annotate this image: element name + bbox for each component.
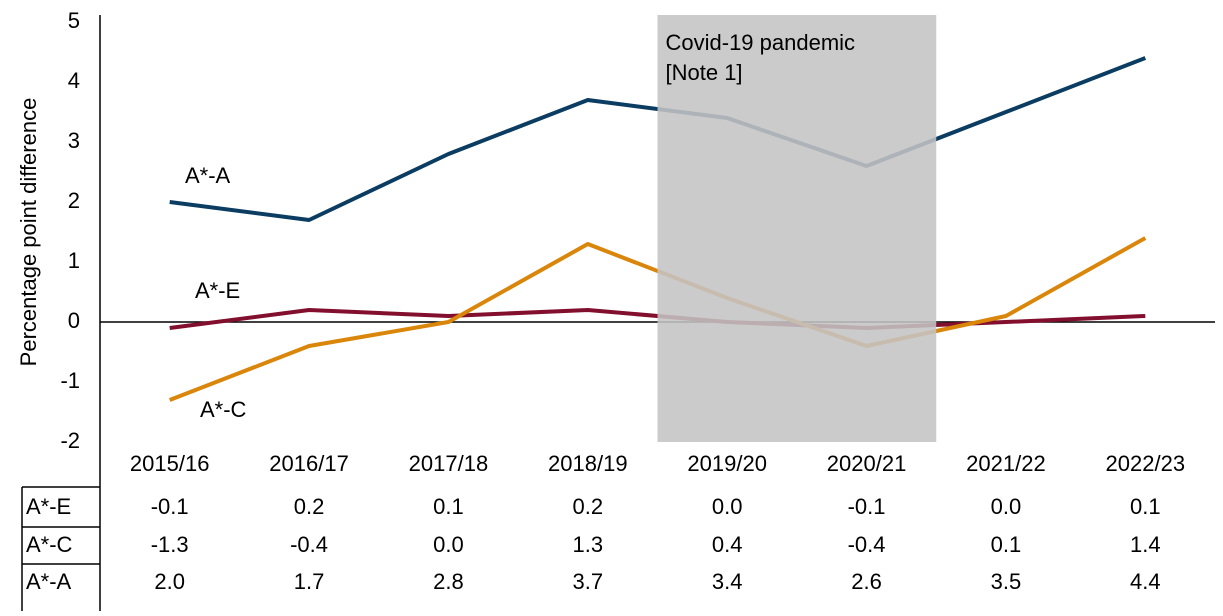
x-tick-label: 2019/20 [687,451,767,476]
table-cell: -1.3 [151,532,189,557]
y-tick-label: -2 [60,428,80,453]
table-row-label: A*-E [26,494,71,519]
table-cell: 2.0 [154,569,185,594]
y-tick-label: 4 [68,68,80,93]
x-tick-label: 2017/18 [409,451,489,476]
series-label: A*-A [185,163,231,188]
table-cell: 1.7 [294,569,325,594]
table-cell: 0.0 [991,494,1022,519]
table-cell: 0.2 [573,494,604,519]
x-tick-label: 2020/21 [827,451,907,476]
table-row-label: A*-A [26,569,72,594]
y-tick-label: 0 [68,308,80,333]
table-cell: 2.6 [851,569,882,594]
table-row-label: A*-C [26,532,73,557]
series-label: A*-C [200,397,247,422]
y-tick-label: -1 [60,368,80,393]
table-cell: 0.0 [712,494,743,519]
x-tick-label: 2022/23 [1106,451,1186,476]
table-cell: 3.4 [712,569,743,594]
table-cell: -0.1 [151,494,189,519]
x-tick-label: 2016/17 [269,451,349,476]
y-tick-label: 2 [68,188,80,213]
table-cell: -0.4 [290,532,328,557]
table-cell: 0.0 [433,532,464,557]
table-cell: 1.4 [1130,532,1161,557]
table-cell: 3.5 [991,569,1022,594]
y-tick-label: 1 [68,248,80,273]
annotation: Covid-19 pandemic [666,30,856,55]
y-tick-label: 3 [68,128,80,153]
y-axis-label: Percentage point difference [16,98,41,367]
x-tick-label: 2015/16 [130,451,210,476]
annotation: [Note 1] [666,60,743,85]
y-tick-label: 5 [68,8,80,33]
table-cell: -0.1 [848,494,886,519]
table-cell: 0.2 [294,494,325,519]
table-cell: 0.1 [1130,494,1161,519]
table-cell: 0.1 [991,532,1022,557]
table-cell: 2.8 [433,569,464,594]
table-cell: 4.4 [1130,569,1161,594]
table-cell: 0.1 [433,494,464,519]
x-tick-label: 2021/22 [966,451,1046,476]
table-cell: 0.4 [712,532,743,557]
x-tick-label: 2018/19 [548,451,628,476]
table-cell: 1.3 [573,532,604,557]
table-cell: -0.4 [848,532,886,557]
table-cell: 3.7 [573,569,604,594]
series-label: A*-E [195,278,240,303]
shaded-period [657,15,937,442]
